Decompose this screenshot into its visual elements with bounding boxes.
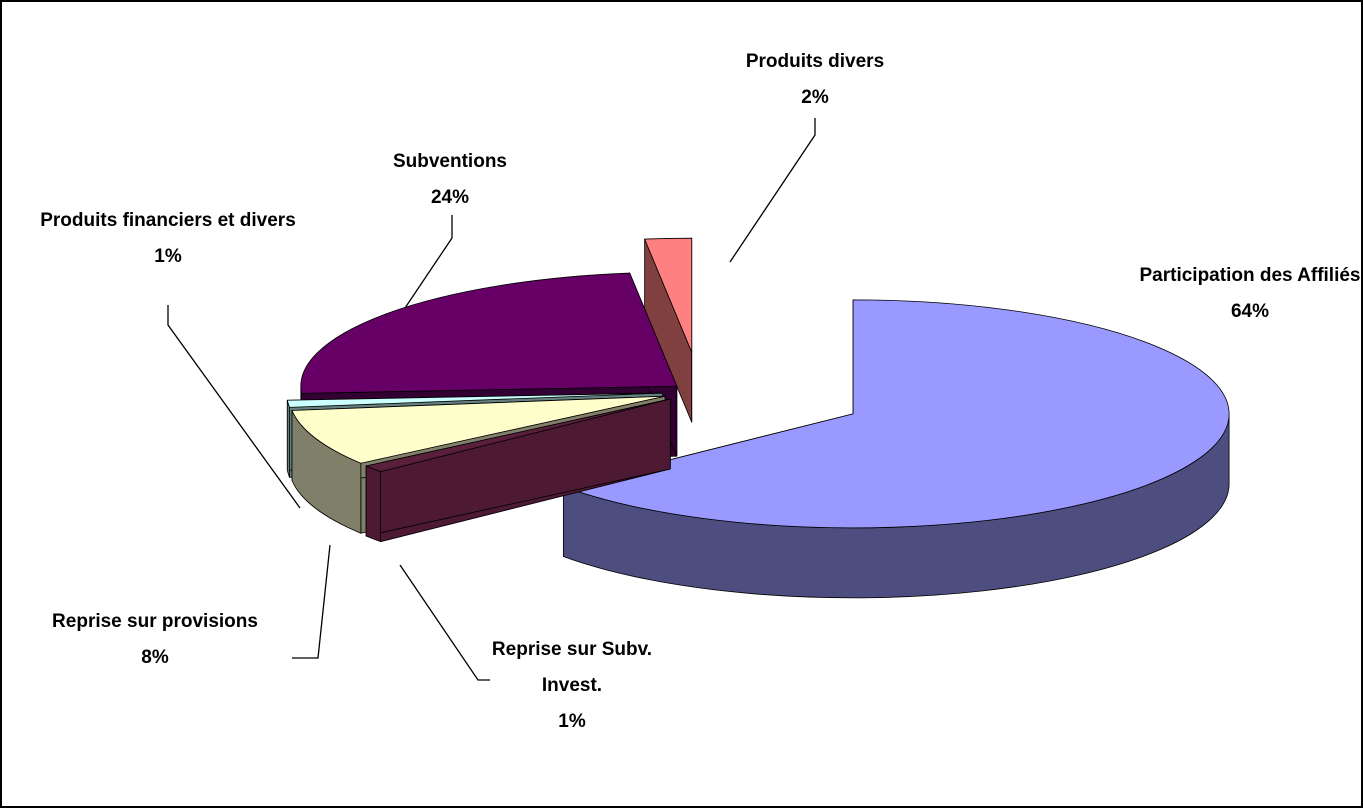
value-label: 8% <box>141 647 169 668</box>
category-name: Reprise sur Subv. Invest. <box>491 639 653 696</box>
data-label: Produits financiers et divers 1% <box>23 203 313 275</box>
slice <box>291 395 666 464</box>
leader-line <box>292 544 331 659</box>
value-label: 64% <box>1230 301 1270 322</box>
data-label: Produits divers 2% <box>705 44 925 116</box>
value-label: 2% <box>801 87 829 108</box>
slice <box>300 272 678 394</box>
data-label: Reprise sur Subv. Invest. 1% <box>467 632 677 740</box>
category-name: Produits divers <box>745 51 885 72</box>
leader-line <box>404 215 453 309</box>
leader-line <box>399 564 490 681</box>
slice <box>365 398 671 473</box>
leader-line <box>729 118 816 263</box>
value-label: 1% <box>558 711 586 732</box>
category-name: Produits financiers et divers <box>40 210 296 231</box>
value-label: 24% <box>430 187 470 208</box>
category-name: Participation des Affiliés <box>1139 265 1361 286</box>
value-label: 1% <box>154 246 182 267</box>
leader-line <box>167 305 301 509</box>
slice-side <box>365 465 381 543</box>
slice <box>286 392 663 408</box>
slice-side <box>286 399 290 478</box>
leader-lines <box>167 118 816 681</box>
category-name: Reprise sur provisions <box>52 611 258 632</box>
pie <box>286 237 1230 599</box>
slice <box>644 237 693 353</box>
category-name: Subventions <box>392 151 507 172</box>
data-label: Reprise sur provisions 8% <box>0 604 310 676</box>
data-label: Subventions 24% <box>350 144 550 216</box>
slice <box>562 299 1230 529</box>
data-label: Participation des Affiliés 64% <box>1125 258 1363 330</box>
